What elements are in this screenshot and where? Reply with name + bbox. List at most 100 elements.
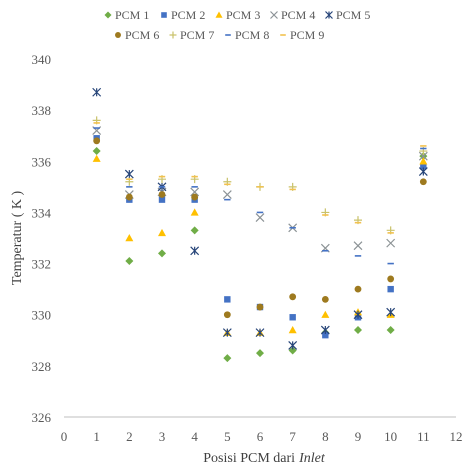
data-point bbox=[288, 326, 297, 334]
x-tick-label: 11 bbox=[417, 429, 430, 444]
legend-item: PCM 4 bbox=[270, 8, 315, 22]
data-point bbox=[256, 349, 264, 358]
data-point bbox=[125, 193, 133, 201]
data-point bbox=[224, 296, 231, 303]
y-axis-ticks: 326 328 330 332 334 336 338 340 bbox=[32, 52, 52, 425]
data-point bbox=[190, 246, 200, 256]
data-point bbox=[190, 187, 200, 197]
series-pcm-8 bbox=[93, 127, 427, 265]
y-tick-label: 326 bbox=[32, 410, 52, 425]
series-pcm-5 bbox=[92, 87, 428, 350]
data-point bbox=[386, 238, 396, 248]
series-pcm-6 bbox=[93, 137, 427, 319]
series-pcm-1 bbox=[92, 147, 428, 363]
x-tick-label: 7 bbox=[289, 429, 296, 444]
data-point bbox=[158, 228, 166, 237]
legend-label: PCM 3 bbox=[226, 8, 260, 22]
data-point bbox=[419, 157, 428, 165]
data-point bbox=[255, 213, 265, 222]
legend-label: PCM 8 bbox=[235, 28, 269, 42]
data-point bbox=[158, 191, 166, 198]
data-point bbox=[386, 326, 395, 335]
y-tick-label: 340 bbox=[32, 52, 52, 67]
data-point bbox=[191, 193, 199, 201]
legend-item: PCM 1 bbox=[104, 8, 149, 22]
data-point bbox=[158, 249, 166, 258]
legend-marker bbox=[270, 11, 278, 19]
x-tick-label: 6 bbox=[257, 429, 264, 444]
data-point bbox=[190, 226, 199, 235]
data-point bbox=[93, 137, 101, 145]
x-axis-title-main: Posisi PCM dari bbox=[203, 451, 295, 466]
x-tick-label: 9 bbox=[355, 429, 362, 444]
data-points bbox=[92, 87, 428, 363]
data-point bbox=[289, 314, 296, 321]
legend-item: PCM 3 bbox=[215, 8, 260, 22]
legend: PCM 1 PCM 2 PCM 3 PCM 4 PCM 5 PCM 6 PCM 7 PCM 8… bbox=[104, 8, 370, 42]
data-point bbox=[223, 354, 232, 363]
legend-marker bbox=[215, 11, 223, 18]
legend-marker bbox=[104, 11, 112, 19]
data-point bbox=[321, 310, 330, 318]
y-tick-label: 334 bbox=[32, 205, 52, 220]
legend-label: PCM 5 bbox=[336, 8, 370, 22]
data-point bbox=[418, 167, 428, 176]
data-point bbox=[420, 163, 427, 170]
legend-marker bbox=[161, 12, 167, 18]
x-tick-label: 8 bbox=[322, 429, 329, 444]
y-tick-label: 338 bbox=[32, 103, 52, 118]
data-point bbox=[321, 295, 329, 303]
x-tick-label: 10 bbox=[384, 429, 397, 444]
legend-item: PCM 5 bbox=[325, 8, 370, 22]
data-point bbox=[190, 208, 199, 216]
data-point bbox=[222, 190, 232, 199]
series-pcm-9 bbox=[93, 122, 427, 234]
legend-item: PCM 9 bbox=[280, 28, 324, 42]
x-tick-label: 3 bbox=[159, 429, 166, 444]
data-point bbox=[289, 293, 297, 301]
data-point bbox=[125, 234, 134, 242]
x-axis-ticks: 0 1 2 3 4 5 6 7 8 9 10 11 12 bbox=[61, 429, 463, 444]
series-pcm-7 bbox=[92, 116, 428, 235]
data-point bbox=[353, 310, 363, 320]
x-axis-title-italic: Inlet bbox=[298, 451, 326, 466]
legend-marker bbox=[325, 11, 333, 19]
data-point bbox=[223, 311, 231, 319]
legend-item: PCM 8 bbox=[225, 28, 269, 42]
data-point bbox=[222, 328, 232, 338]
legend-label: PCM 1 bbox=[115, 8, 149, 22]
data-point bbox=[124, 169, 134, 179]
x-tick-label: 12 bbox=[450, 429, 463, 444]
data-point bbox=[288, 340, 298, 350]
x-tick-label: 0 bbox=[61, 429, 68, 444]
x-tick-label: 5 bbox=[224, 429, 231, 444]
y-tick-label: 332 bbox=[32, 257, 52, 272]
data-point bbox=[125, 257, 134, 266]
y-tick-label: 336 bbox=[32, 154, 52, 169]
data-point bbox=[387, 285, 394, 293]
data-point bbox=[158, 196, 166, 203]
data-point bbox=[322, 331, 329, 339]
data-point bbox=[354, 326, 362, 335]
legend-label: PCM 6 bbox=[125, 28, 159, 42]
data-point bbox=[92, 154, 101, 162]
legend-item: PCM 2 bbox=[161, 8, 205, 22]
y-tick-label: 328 bbox=[32, 359, 52, 374]
data-point bbox=[92, 87, 102, 97]
legend-item: PCM 7 bbox=[169, 28, 214, 42]
legend-marker bbox=[115, 32, 121, 38]
x-axis-title: Posisi PCM dari Inlet bbox=[203, 451, 326, 466]
data-point bbox=[353, 241, 363, 251]
data-point bbox=[418, 151, 428, 161]
data-point bbox=[320, 325, 330, 335]
legend-marker bbox=[169, 31, 177, 39]
data-point bbox=[387, 275, 395, 283]
x-tick-label: 4 bbox=[191, 429, 198, 444]
legend-label: PCM 4 bbox=[281, 8, 315, 22]
x-tick-label: 2 bbox=[126, 429, 133, 444]
data-point bbox=[256, 303, 264, 311]
legend-label: PCM 9 bbox=[290, 28, 324, 42]
y-tick-label: 330 bbox=[32, 308, 52, 323]
